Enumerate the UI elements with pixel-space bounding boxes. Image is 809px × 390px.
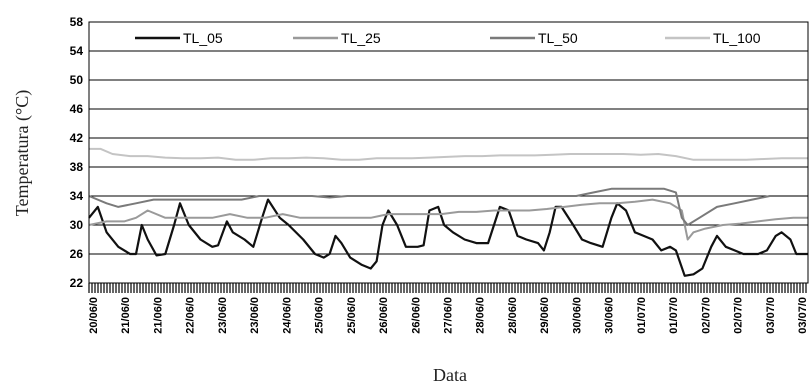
- y-tick-label: 50: [70, 73, 84, 87]
- x-tick-label: 03/07/0: [797, 297, 809, 334]
- legend: TL_05 TL_25 TL_50 TL_100: [135, 30, 761, 46]
- x-tick-label: 02/07/0: [733, 297, 745, 334]
- x-tick-label: 25/06/0: [346, 297, 358, 334]
- x-axis-ticks: 20/06/0 21/06/0 21/06/0 22/06/0 23/06/0 23/06…: [88, 283, 809, 334]
- x-tick-label: 25/06/0: [314, 297, 326, 334]
- y-tick-label: 22: [70, 276, 84, 290]
- x-tick-label: 21/06/0: [152, 297, 164, 334]
- x-tick-label: 20/06/0: [88, 297, 100, 334]
- y-tick-label: 54: [70, 44, 84, 58]
- legend-label: TL_25: [341, 30, 381, 46]
- legend-label: TL_100: [713, 30, 761, 46]
- x-tick-label: 21/06/0: [120, 297, 132, 334]
- plot-frame: [88, 21, 809, 284]
- x-tick-label: 23/06/0: [217, 297, 229, 334]
- x-tick-label: 24/06/0: [281, 297, 293, 334]
- x-tick-label: 26/06/0: [378, 297, 390, 334]
- series-line-tl-50: [88, 187, 808, 226]
- x-tick-label: 02/07/0: [700, 297, 712, 334]
- y-axis-ticks: 22 26 30 34 38 42 46 50 54 58: [70, 15, 84, 290]
- series-lines: [88, 147, 808, 277]
- legend-label: TL_05: [183, 30, 223, 46]
- series-line-tl-25: [88, 198, 808, 241]
- x-tick-label: 22/06/0: [185, 297, 197, 334]
- series-line-tl-05: [88, 198, 808, 277]
- y-tick-label: 42: [70, 131, 84, 145]
- legend-label: TL_50: [538, 30, 578, 46]
- x-tick-label: 03/07/0: [765, 297, 777, 334]
- y-axis-title: Temperatura (°C): [12, 90, 33, 216]
- series-line-tl-100: [89, 147, 808, 161]
- x-tick-label: 26/06/0: [410, 297, 422, 334]
- y-tick-label: 58: [70, 15, 84, 29]
- y-tick-label: 26: [70, 247, 84, 261]
- x-tick-label: 28/06/0: [507, 297, 519, 334]
- x-tick-label: 29/06/0: [539, 297, 551, 334]
- x-tick-label: 27/06/0: [443, 297, 455, 334]
- y-tick-label: 34: [70, 189, 84, 203]
- gridlines: [89, 21, 808, 284]
- x-tick-label: 01/07/0: [668, 297, 680, 334]
- x-tick-label: 30/06/0: [604, 297, 616, 334]
- y-tick-label: 38: [70, 160, 84, 174]
- y-tick-label: 46: [70, 102, 84, 116]
- x-tick-label: 28/06/0: [475, 297, 487, 334]
- y-tick-label: 30: [70, 218, 84, 232]
- x-tick-label: 23/06/0: [249, 297, 261, 334]
- x-axis-title: Data: [433, 365, 467, 385]
- x-tick-label: 30/06/0: [571, 297, 583, 334]
- x-tick-label: 01/07/0: [636, 297, 648, 334]
